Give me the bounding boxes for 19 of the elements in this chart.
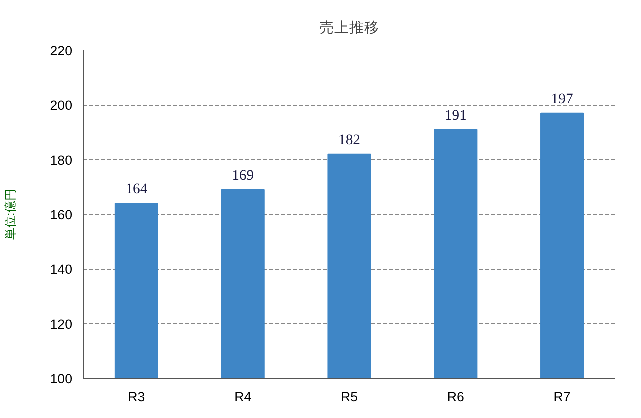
- y-tick-label: 140: [50, 262, 73, 278]
- y-tick-label: 160: [50, 208, 73, 222]
- data-label: 169: [232, 168, 254, 184]
- chart-title: 売上推移: [320, 20, 380, 36]
- x-tick-label: R6: [447, 390, 464, 404]
- y-tick-label: 120: [50, 316, 73, 332]
- x-tick-label: R4: [234, 390, 252, 404]
- x-tick-label: R7: [554, 390, 571, 404]
- x-tick-label: R5: [340, 390, 358, 404]
- y-tick-label: 220: [50, 44, 73, 58]
- y-tick-label: 100: [50, 372, 73, 386]
- data-label: 164: [126, 182, 148, 198]
- y-tick-label: 200: [50, 98, 73, 114]
- x-tick-label: R3: [128, 390, 146, 404]
- y-axis-title: 単位:億円: [3, 188, 18, 240]
- y-tick-label: 180: [50, 152, 73, 168]
- data-label: 197: [551, 91, 574, 108]
- data-label: 182: [338, 132, 360, 148]
- data-label: 191: [444, 108, 467, 124]
